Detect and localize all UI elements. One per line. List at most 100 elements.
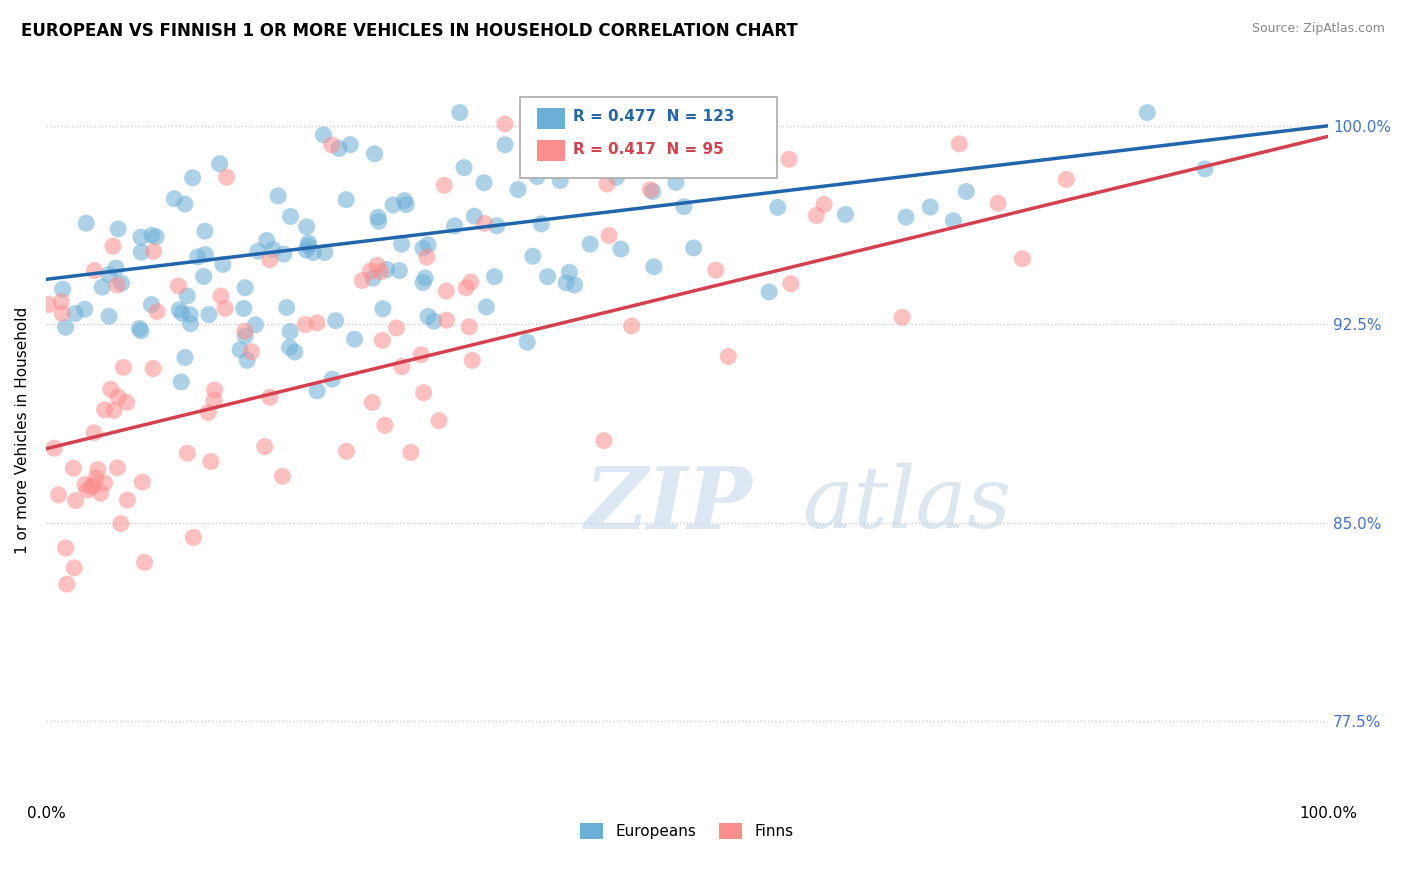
Point: [321, 138, 343, 153]
Point: [548, 173, 571, 187]
Point: [335, 444, 357, 458]
Point: [443, 219, 465, 233]
Point: [146, 304, 169, 318]
Point: [1194, 161, 1216, 176]
Point: [73, 477, 96, 491]
Point: [63, 561, 86, 575]
Point: [176, 446, 198, 460]
Point: [371, 334, 394, 348]
Point: [297, 239, 319, 253]
Point: [640, 183, 662, 197]
Point: [110, 516, 132, 531]
Point: [367, 211, 389, 225]
Point: [129, 324, 152, 338]
Point: [374, 418, 396, 433]
Point: [339, 137, 361, 152]
Point: [93, 475, 115, 490]
Point: [366, 258, 388, 272]
Point: [433, 178, 456, 193]
Point: [463, 209, 485, 223]
Point: [302, 245, 325, 260]
Point: [87, 463, 110, 477]
Point: [335, 193, 357, 207]
Point: [1011, 252, 1033, 266]
Point: [202, 393, 225, 408]
Point: [294, 318, 316, 332]
Point: [134, 556, 156, 570]
Point: [894, 210, 917, 224]
Point: [103, 403, 125, 417]
Text: atlas: atlas: [803, 463, 1011, 546]
Point: [662, 105, 685, 120]
Point: [83, 263, 105, 277]
Point: [259, 252, 281, 267]
Point: [423, 314, 446, 328]
Point: [73, 302, 96, 317]
Point: [93, 402, 115, 417]
Point: [416, 310, 439, 324]
Point: [643, 260, 665, 274]
Point: [278, 340, 301, 354]
Point: [758, 285, 780, 299]
Point: [48, 488, 70, 502]
Point: [987, 196, 1010, 211]
Point: [200, 454, 222, 468]
Point: [55, 577, 77, 591]
FancyBboxPatch shape: [520, 96, 776, 178]
Point: [105, 278, 128, 293]
Point: [361, 395, 384, 409]
Point: [115, 395, 138, 409]
Point: [295, 219, 318, 234]
Legend: Europeans, Finns: Europeans, Finns: [574, 817, 800, 845]
Point: [181, 170, 204, 185]
Point: [682, 241, 704, 255]
Point: [76, 483, 98, 497]
Point: [526, 169, 548, 184]
Point: [204, 383, 226, 397]
Y-axis label: 1 or more Vehicles in Household: 1 or more Vehicles in Household: [15, 307, 30, 554]
Point: [955, 185, 977, 199]
Point: [779, 277, 801, 291]
Point: [717, 350, 740, 364]
Point: [610, 242, 633, 256]
Point: [506, 183, 529, 197]
Point: [197, 405, 219, 419]
Point: [63, 306, 86, 320]
Point: [128, 321, 150, 335]
Point: [101, 239, 124, 253]
Point: [920, 200, 942, 214]
Point: [399, 445, 422, 459]
Point: [416, 250, 439, 264]
Point: [461, 353, 484, 368]
Point: [436, 313, 458, 327]
Point: [813, 197, 835, 211]
Point: [167, 302, 190, 317]
Point: [778, 153, 800, 167]
Point: [394, 194, 416, 208]
Point: [253, 440, 276, 454]
Point: [215, 170, 238, 185]
Point: [707, 105, 730, 120]
Point: [98, 310, 121, 324]
Point: [193, 269, 215, 284]
Point: [494, 117, 516, 131]
Point: [409, 348, 432, 362]
Point: [233, 329, 256, 343]
Point: [363, 146, 385, 161]
Point: [174, 351, 197, 365]
Point: [245, 318, 267, 332]
Point: [91, 280, 114, 294]
Point: [214, 301, 236, 316]
Point: [100, 382, 122, 396]
Point: [610, 149, 633, 163]
Point: [484, 269, 506, 284]
Point: [579, 237, 602, 252]
Point: [297, 235, 319, 250]
Point: [295, 243, 318, 257]
Point: [321, 372, 343, 386]
Point: [606, 170, 628, 185]
Point: [555, 276, 578, 290]
Point: [110, 276, 132, 290]
Point: [141, 228, 163, 243]
Point: [391, 359, 413, 374]
